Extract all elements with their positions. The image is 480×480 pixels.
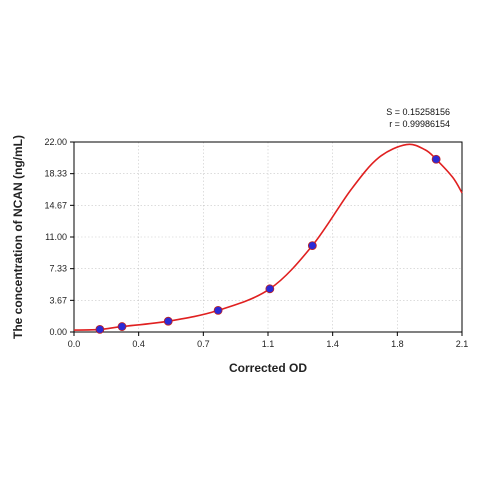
y-tick-label: 18.33 xyxy=(44,169,67,179)
y-tick-label: 3.67 xyxy=(49,295,67,305)
data-point xyxy=(213,306,223,315)
y-tick-label: 14.67 xyxy=(44,200,67,210)
data-point xyxy=(265,284,275,294)
data-point xyxy=(163,316,173,326)
data-point xyxy=(307,241,317,251)
x-tick-label: 0.7 xyxy=(197,339,210,349)
r-value-label: r = 0.99986154 xyxy=(389,119,450,129)
data-point xyxy=(117,322,127,331)
y-tick-label: 0.00 xyxy=(49,327,67,337)
grid xyxy=(73,141,463,333)
data-point xyxy=(431,154,441,164)
x-axis: 0.0 0.4 0.7 1.1 1.4 1.8 2.1 xyxy=(68,332,469,349)
x-tick-label: 0.0 xyxy=(68,339,81,349)
y-axis-title: The concentration of NCAN (ng/mL) xyxy=(11,135,25,339)
s-value-label: S = 0.15258156 xyxy=(386,107,450,117)
y-tick-label: 11.00 xyxy=(45,232,67,242)
data-points xyxy=(95,154,441,334)
x-tick-label: 0.4 xyxy=(132,339,145,349)
x-tick-label: 1.8 xyxy=(391,339,404,349)
data-point xyxy=(95,325,105,334)
y-axis: 0.00 3.67 7.33 11.00 14.67 18.33 22.00 xyxy=(44,137,74,337)
x-tick-label: 2.1 xyxy=(456,339,469,349)
x-axis-title: Corrected OD xyxy=(229,361,307,375)
y-tick-label: 7.33 xyxy=(49,264,67,274)
x-tick-label: 1.4 xyxy=(326,339,339,349)
x-tick-label: 1.1 xyxy=(262,339,275,349)
y-tick-label: 22.00 xyxy=(44,137,67,147)
